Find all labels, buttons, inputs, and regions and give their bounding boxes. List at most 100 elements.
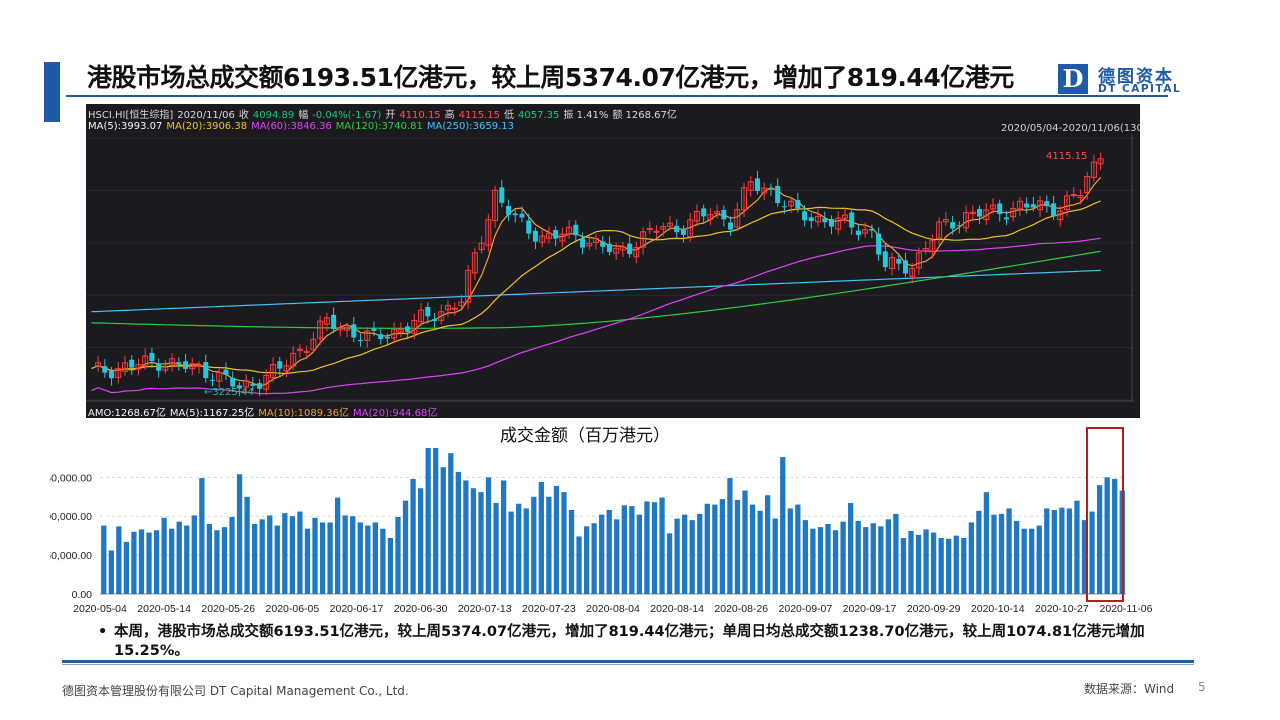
candle-body [761, 187, 768, 194]
volume-bar [614, 519, 620, 594]
kline-info-row: HSCI.HI[恒生综指] 2020/11/06 收 4094.89 幅 -0.04%(-… [88, 106, 681, 121]
x-tick-label: 2020-10-27 [1035, 603, 1089, 615]
volume-bar [689, 520, 695, 594]
candle-body [808, 217, 814, 222]
volume-bar [757, 510, 763, 594]
volume-bar [636, 514, 643, 594]
candle-body [230, 377, 236, 387]
volume-bar [712, 504, 718, 594]
info-item: 4094.89 [252, 110, 295, 121]
volume-bar [169, 528, 175, 594]
candle-body [277, 361, 283, 369]
volume-bar [380, 528, 386, 594]
candle-body [795, 199, 801, 209]
ma120-line [91, 250, 1101, 329]
candle-body [714, 211, 721, 215]
volume-chart-title: 成交金额（百万港元） [500, 426, 670, 446]
volume-bar [727, 478, 733, 594]
ma250-line [91, 269, 1101, 313]
volume-bar [455, 471, 461, 594]
volume-bar [297, 511, 303, 594]
candle-body [600, 241, 606, 247]
info-item: MA(250):3659.13 [426, 121, 514, 132]
x-tick-label: 2020-10-14 [971, 603, 1025, 615]
title-underline [66, 95, 1168, 97]
volume-bar [1029, 528, 1035, 594]
x-tick-label: 2020-09-17 [843, 603, 897, 615]
volume-bar [734, 499, 741, 594]
candle-body [451, 307, 458, 310]
volume-bar [236, 474, 243, 594]
volume-bar [199, 478, 205, 594]
candle-body [478, 242, 485, 251]
volume-bar [350, 516, 356, 594]
candle-body [183, 361, 189, 369]
candle-body [936, 221, 943, 239]
y-tick-label: 0.00 [72, 589, 93, 601]
volume-bar [938, 538, 944, 594]
volume-bar [425, 448, 431, 594]
candle-body [444, 304, 451, 311]
volume-bar [327, 522, 333, 594]
volume-bar [719, 499, 726, 594]
volume-bar [116, 526, 122, 594]
page-number: 5 [1198, 680, 1206, 694]
y-tick-label: 100,000.00 [50, 511, 92, 523]
candle-body [526, 220, 532, 234]
volume-bar [500, 480, 507, 594]
candle-body [189, 363, 196, 370]
candle-body [236, 385, 242, 389]
volume-bar [448, 453, 454, 594]
info-item: 高 [444, 110, 455, 121]
volume-bar [704, 503, 710, 594]
volume-bar [244, 496, 250, 594]
volume-bar [372, 522, 378, 594]
candle-body [95, 362, 102, 367]
volume-bar [463, 480, 469, 594]
candle-body [351, 324, 357, 338]
volume-bar [387, 538, 394, 594]
volume-bar [342, 515, 348, 594]
candle-body [1024, 203, 1030, 208]
volume-bar [840, 521, 846, 594]
candle-body [841, 214, 848, 219]
volume-bar [817, 527, 824, 594]
volume-bar [1104, 477, 1110, 594]
candle-body [640, 231, 647, 248]
candle-body [296, 348, 303, 352]
candle-body [1057, 210, 1064, 221]
volume-bar [546, 496, 552, 594]
volume-bar-chart: 0.00 50,000.00 100,000.00 150,000.00 2020-05… [50, 448, 1153, 615]
info-item: 额 1268.67亿 [612, 110, 677, 121]
footer-divider [62, 660, 1194, 663]
x-tick-label: 2020-06-05 [266, 603, 320, 615]
candle-body [458, 301, 465, 307]
candle-body [432, 319, 438, 322]
candle-body [135, 364, 142, 370]
candle-body [485, 219, 492, 246]
volume-bar [810, 528, 816, 594]
volume-bar [252, 524, 258, 594]
x-tick-label: 2020-05-26 [201, 603, 255, 615]
candle-body [102, 366, 108, 373]
volume-bar [930, 532, 937, 594]
candle-body [169, 358, 176, 366]
candle-body [243, 380, 250, 388]
candle-body [876, 233, 882, 255]
x-tick-label: 2020-07-23 [522, 603, 576, 615]
x-tick-label: 2020-06-17 [330, 603, 384, 615]
volume-bar [1112, 478, 1118, 594]
candle-body [802, 211, 808, 221]
candle-body [775, 185, 781, 204]
candle-body [391, 328, 398, 339]
candle-body [364, 330, 371, 341]
candle-body [216, 372, 223, 382]
volume-bar [591, 523, 597, 594]
candle-body [418, 309, 425, 323]
candle-body [506, 205, 512, 215]
x-tick-label: 2020-06-30 [394, 603, 448, 615]
volume-bar [780, 457, 786, 594]
candle-body [1030, 204, 1036, 208]
candle-body [754, 178, 760, 192]
company-logo: D 德图资本 DT CAPITAL [1058, 62, 1188, 98]
